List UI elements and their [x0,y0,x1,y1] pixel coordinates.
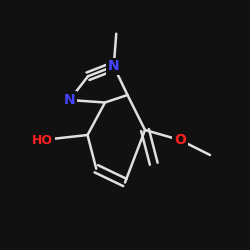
Text: HO: HO [32,134,53,146]
Text: O: O [174,133,186,147]
Text: N: N [64,93,75,107]
Text: N: N [108,59,120,73]
